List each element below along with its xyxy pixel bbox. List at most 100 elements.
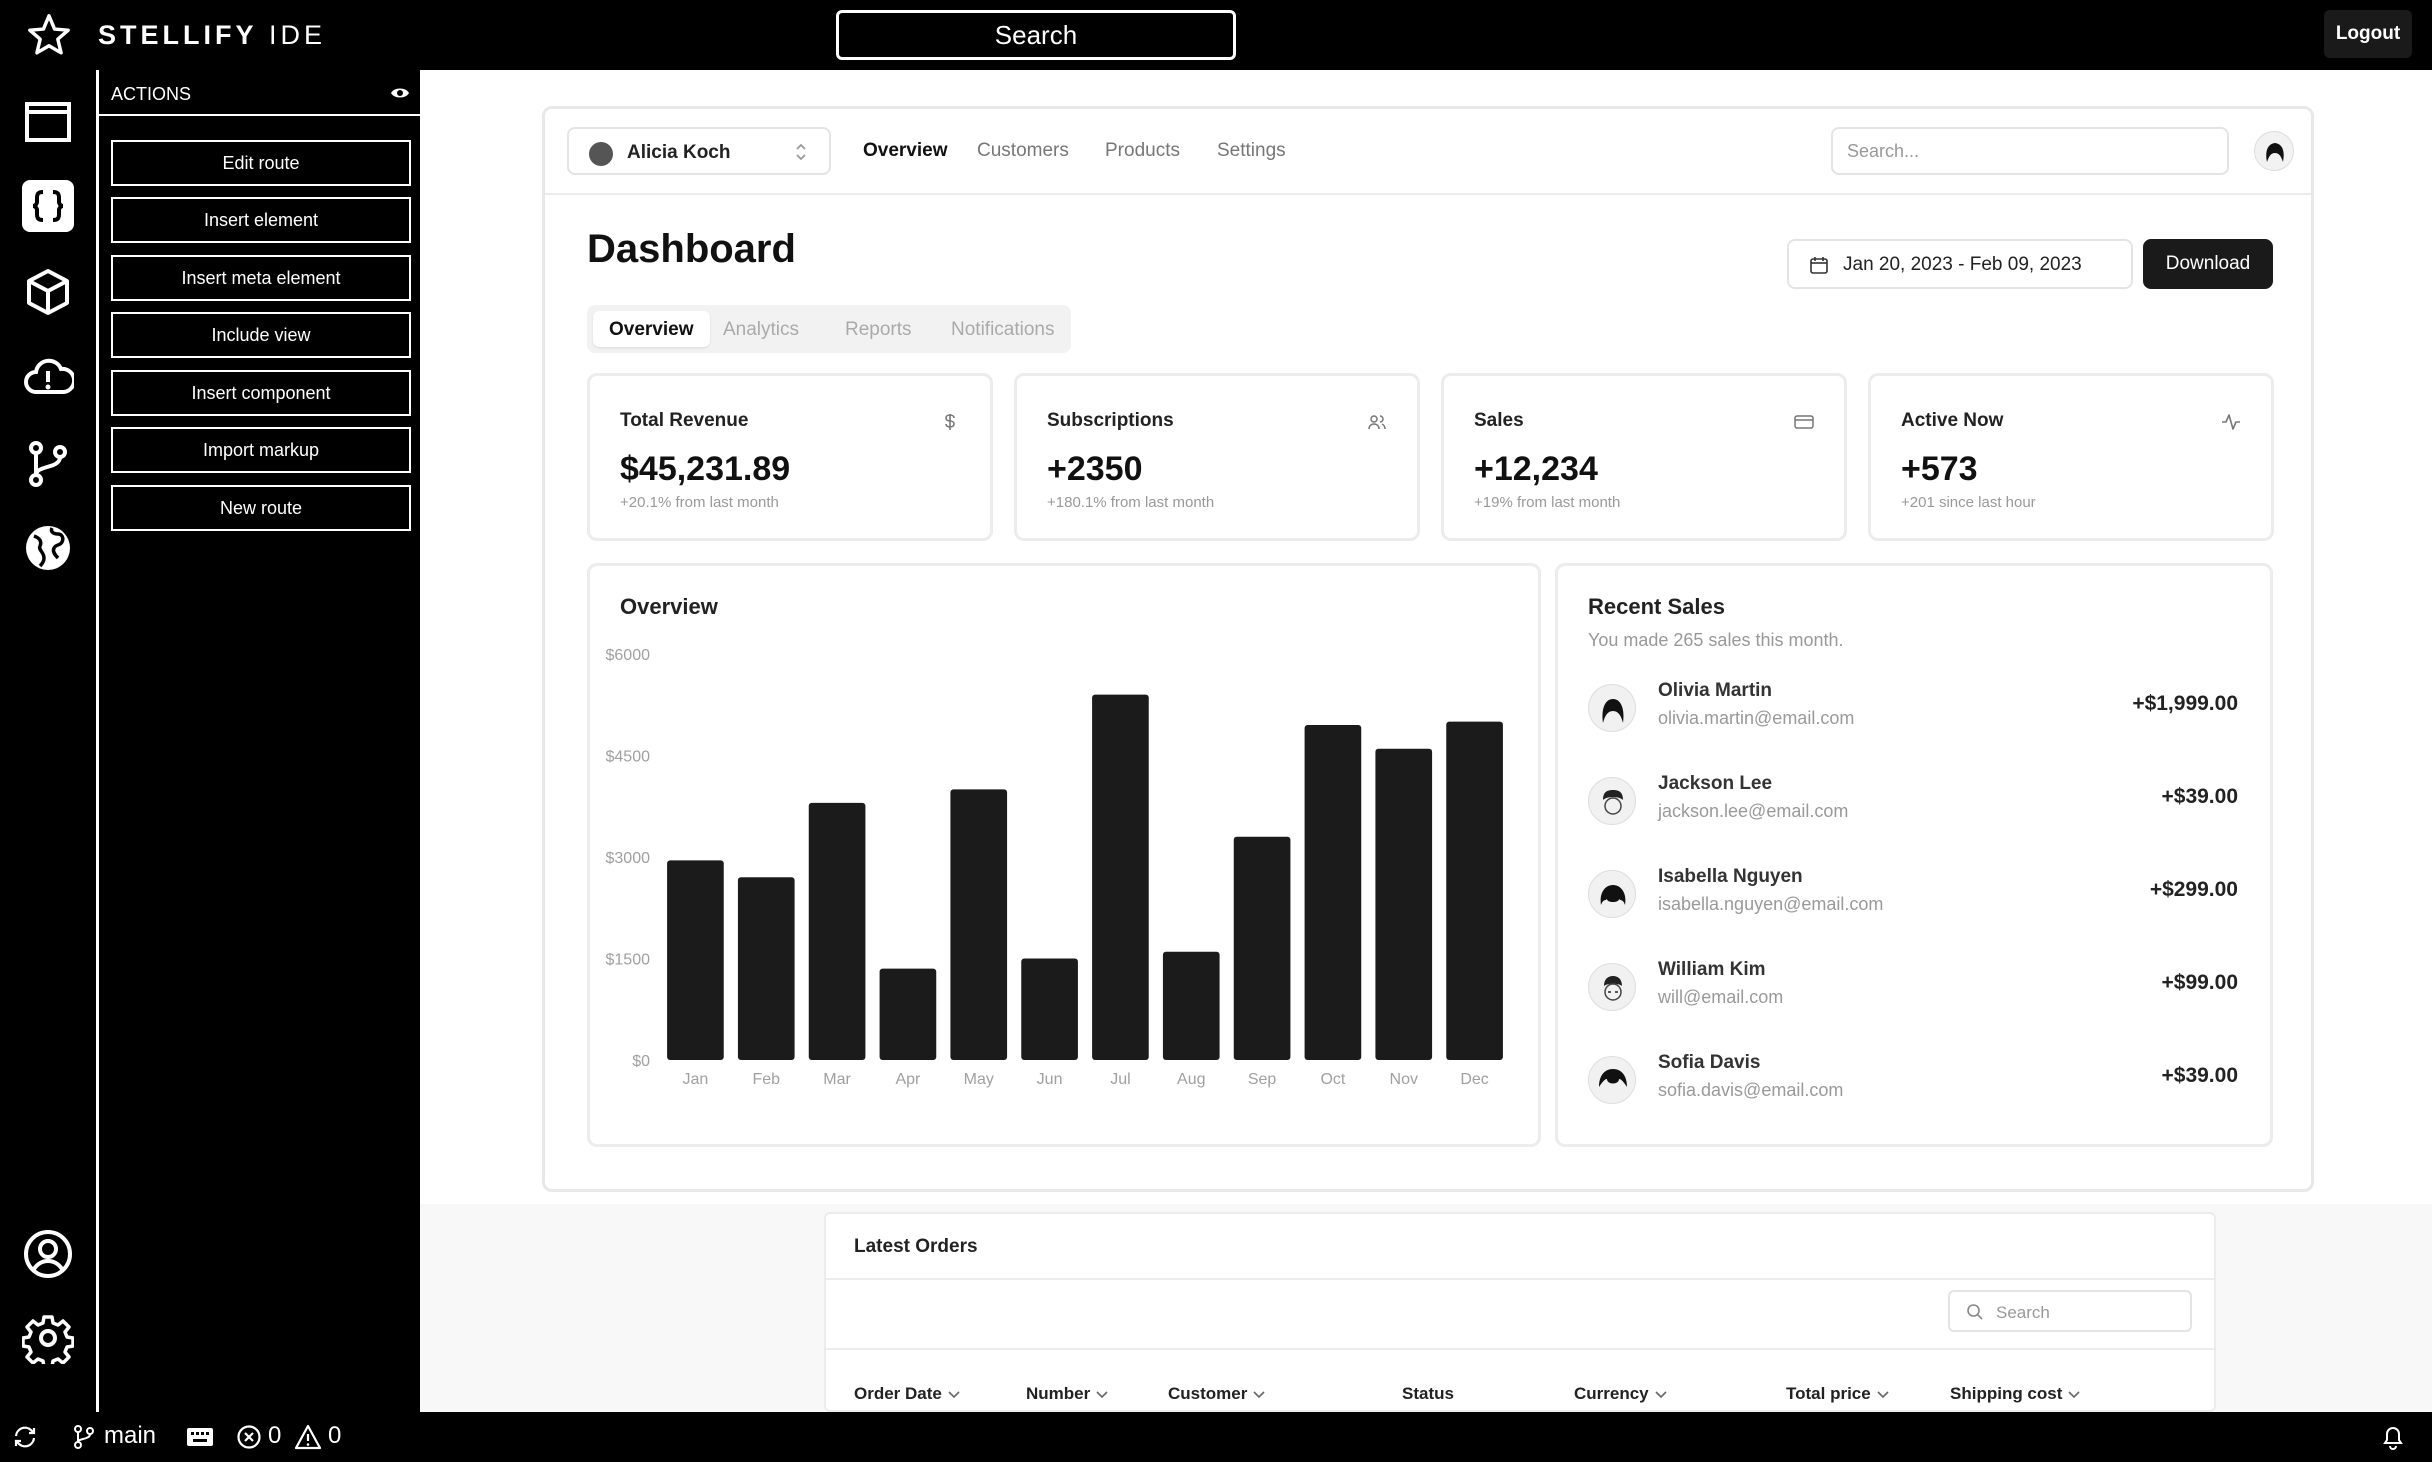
chevron-down-icon — [948, 1390, 960, 1398]
icon-rail — [0, 70, 96, 1412]
list-item[interactable]: Sofia Davis sofia.davis@email.com +$39.0… — [1588, 1050, 2238, 1120]
list-item[interactable]: Isabella Nguyen isabella.nguyen@email.co… — [1588, 864, 2238, 934]
dashboard-tabs: Overview Analytics Reports Notifications — [587, 305, 1071, 353]
customer-avatar — [1588, 684, 1636, 732]
branch-name[interactable]: main — [104, 1422, 157, 1449]
nav-customers[interactable]: Customers — [977, 140, 1069, 161]
nav-settings[interactable]: Settings — [1217, 140, 1286, 161]
recent-sales-subtitle: You made 265 sales this month. — [1588, 630, 1844, 650]
bar-oct — [1304, 725, 1362, 1060]
globe-icon[interactable] — [22, 522, 74, 574]
download-button[interactable]: Download — [2143, 239, 2273, 289]
actions-header: ACTIONS — [99, 70, 420, 116]
chevron-down-icon — [1253, 1390, 1265, 1398]
cube-icon[interactable] — [22, 266, 74, 318]
column-order-date[interactable]: Order Date — [854, 1384, 960, 1404]
divider — [826, 1278, 2214, 1280]
orders-search-input[interactable]: Search — [1948, 1290, 2192, 1332]
logout-button[interactable]: Logout — [2324, 10, 2412, 58]
top-bar: STELLIFY IDE Search Logout — [0, 0, 2432, 70]
git-branch-icon[interactable] — [22, 438, 74, 490]
insert-element-button[interactable]: Insert element — [111, 197, 411, 243]
x-tick-label: May — [964, 1071, 994, 1088]
overview-chart-card: Overview $6000 $4500 $3000 $1500 $0 Jan Feb Mar… — [587, 563, 1541, 1147]
keyboard-icon[interactable] — [186, 1426, 214, 1448]
customer-name: Olivia Martin — [1658, 680, 1773, 701]
y-tick-label: $0 — [632, 1053, 650, 1070]
kpi-label: Sales — [1474, 410, 1524, 431]
tab-analytics[interactable]: Analytics — [723, 319, 800, 340]
user-circle-icon[interactable] — [22, 1228, 74, 1280]
list-item[interactable]: Olivia Martin olivia.martin@email.com +$… — [1588, 678, 2238, 748]
credit-card-icon — [1794, 415, 1814, 429]
tab-overview[interactable]: Overview — [593, 311, 710, 347]
overview-title: Overview — [620, 594, 718, 619]
chevron-down-icon — [1096, 1390, 1108, 1398]
list-item[interactable]: William Kim will@email.com +$99.00 — [1588, 957, 2238, 1027]
include-view-button[interactable]: Include view — [111, 312, 411, 358]
kpi-subtext: +19% from last month — [1474, 494, 1621, 511]
cloud-alert-icon[interactable] — [22, 352, 74, 404]
customer-email: jackson.lee@email.com — [1658, 801, 1849, 821]
customer-avatar — [1588, 777, 1636, 825]
bar-jan — [667, 860, 724, 1060]
actions-title: ACTIONS — [111, 84, 192, 104]
y-tick-label: $4500 — [606, 749, 651, 766]
team-switcher[interactable]: Alicia Koch — [567, 127, 831, 175]
warning-count: 0 — [328, 1422, 342, 1449]
dashboard-frame: Alicia Koch Overview Customers Products … — [542, 106, 2314, 1192]
code-braces-icon[interactable] — [22, 180, 74, 232]
user-avatar[interactable] — [2254, 131, 2294, 171]
bell-icon[interactable] — [2380, 1424, 2406, 1450]
settings-gear-icon[interactable] — [22, 1312, 74, 1364]
insert-meta-element-button[interactable]: Insert meta element — [111, 255, 411, 301]
bar-mar — [808, 802, 866, 1060]
edit-route-button[interactable]: Edit route — [111, 140, 411, 186]
sync-icon[interactable] — [12, 1424, 38, 1450]
sale-amount: +$299.00 — [2149, 878, 2238, 901]
new-route-button[interactable]: New route — [111, 485, 411, 531]
column-currency[interactable]: Currency — [1574, 1384, 1667, 1404]
tab-reports[interactable]: Reports — [845, 319, 912, 340]
kpi-subtext: +180.1% from last month — [1047, 494, 1215, 511]
orders-search-placeholder: Search — [1996, 1303, 2050, 1322]
error-icon[interactable] — [236, 1424, 262, 1450]
eye-icon[interactable] — [390, 84, 410, 102]
column-shipping-cost[interactable]: Shipping cost — [1950, 1384, 2080, 1404]
column-customer[interactable]: Customer — [1168, 1384, 1265, 1404]
warning-icon[interactable] — [294, 1424, 322, 1450]
column-status[interactable]: Status — [1402, 1384, 1454, 1403]
x-tick-label: Oct — [1320, 1071, 1345, 1088]
import-markup-button[interactable]: Import markup — [111, 427, 411, 473]
column-number[interactable]: Number — [1026, 1384, 1108, 1404]
nav-overview[interactable]: Overview — [863, 140, 948, 161]
calendar-icon — [1810, 257, 1828, 274]
latest-orders-card: Latest Orders Search Order Date Number C… — [824, 1212, 2216, 1412]
dashboard-search-input[interactable]: Search... — [1831, 127, 2229, 175]
kpi-label: Subscriptions — [1047, 410, 1174, 431]
insert-component-button[interactable]: Insert component — [111, 370, 411, 416]
date-range-picker[interactable]: Jan 20, 2023 - Feb 09, 2023 — [1787, 239, 2133, 289]
dashboard-nav: Alicia Koch Overview Customers Products … — [545, 109, 2311, 195]
chevron-up-down-icon — [796, 143, 806, 161]
list-item[interactable]: Jackson Lee jackson.lee@email.com +$39.0… — [1588, 771, 2238, 841]
kpi-value: +2350 — [1047, 450, 1143, 488]
users-icon — [1368, 415, 1386, 430]
actions-panel: ACTIONS Edit route Insert element Insert… — [96, 70, 420, 1412]
window-icon[interactable] — [22, 96, 74, 148]
bar-may — [950, 789, 1008, 1060]
customer-name: Sofia Davis — [1658, 1052, 1761, 1073]
global-search-button[interactable]: Search — [836, 10, 1236, 60]
bar-feb — [737, 877, 795, 1060]
bar-dec — [1446, 721, 1503, 1060]
x-tick-label: Mar — [823, 1071, 851, 1088]
nav-products[interactable]: Products — [1105, 140, 1180, 161]
column-total-price[interactable]: Total price — [1786, 1384, 1889, 1404]
chevron-down-icon — [1655, 1390, 1667, 1398]
overview-bar-chart: $6000 $4500 $3000 $1500 $0 Jan Feb Mar Apr May Jun… — [606, 647, 1503, 1088]
customer-name: Isabella Nguyen — [1658, 866, 1803, 887]
kpi-label: Active Now — [1901, 410, 2004, 431]
chevron-down-icon — [1877, 1390, 1889, 1398]
tab-notifications[interactable]: Notifications — [951, 319, 1055, 340]
x-tick-label: Jan — [683, 1071, 709, 1088]
